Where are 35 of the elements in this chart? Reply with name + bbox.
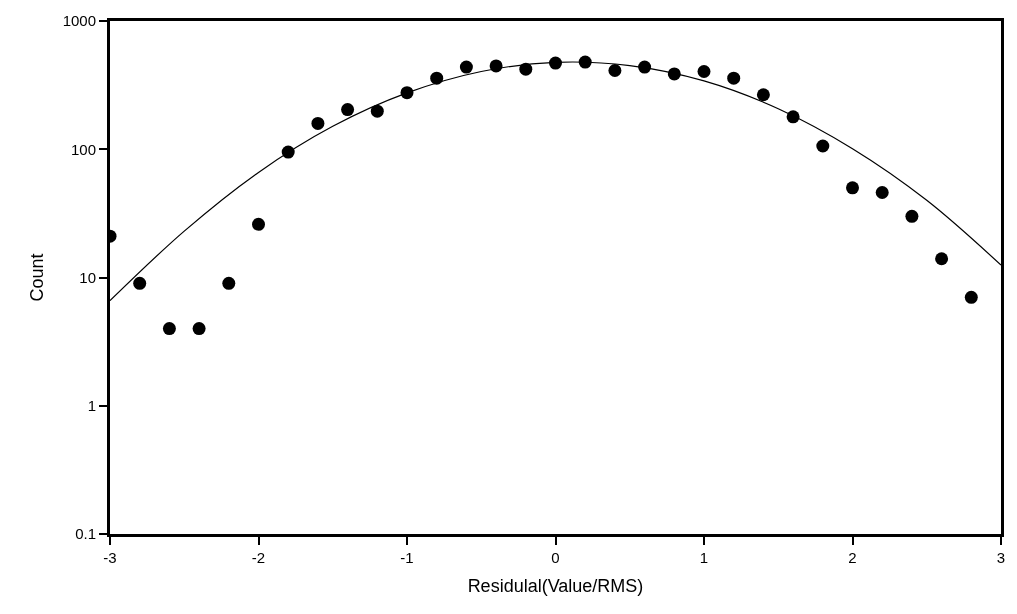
- x-tick-label: -2: [251, 549, 266, 566]
- x-tick-label: 0: [551, 549, 560, 566]
- point: [697, 64, 711, 78]
- y-tick-label: 1: [87, 397, 96, 414]
- y-tick-label: 0.1: [75, 525, 96, 543]
- point: [905, 209, 919, 223]
- point: [964, 290, 978, 304]
- point: [430, 71, 444, 85]
- point: [459, 60, 473, 74]
- point: [162, 322, 176, 336]
- point: [756, 88, 770, 102]
- x-tick-label: -1: [400, 549, 414, 566]
- y-tick-label: 1000: [62, 12, 96, 30]
- point: [311, 116, 325, 130]
- point: [608, 64, 622, 78]
- point: [846, 181, 859, 195]
- y-axis-title: Count: [26, 253, 47, 302]
- point: [252, 217, 265, 231]
- point: [549, 56, 562, 70]
- point: [935, 252, 949, 266]
- point: [816, 139, 830, 153]
- point: [133, 276, 147, 290]
- y-tick-label: 100: [70, 140, 96, 158]
- point: [875, 186, 889, 199]
- point: [192, 322, 206, 336]
- point: [370, 104, 384, 118]
- x-tick-label: 3: [996, 549, 1006, 566]
- x-tick-label: 1: [699, 549, 709, 566]
- point: [727, 71, 741, 85]
- x-tick-label: -3: [103, 549, 117, 566]
- point: [341, 103, 355, 117]
- x-axis-title: Residulal(Value/RMS): [467, 576, 644, 597]
- x-tick-label: 2: [848, 549, 857, 566]
- point: [222, 276, 236, 290]
- y-tick-label: 10: [79, 268, 96, 286]
